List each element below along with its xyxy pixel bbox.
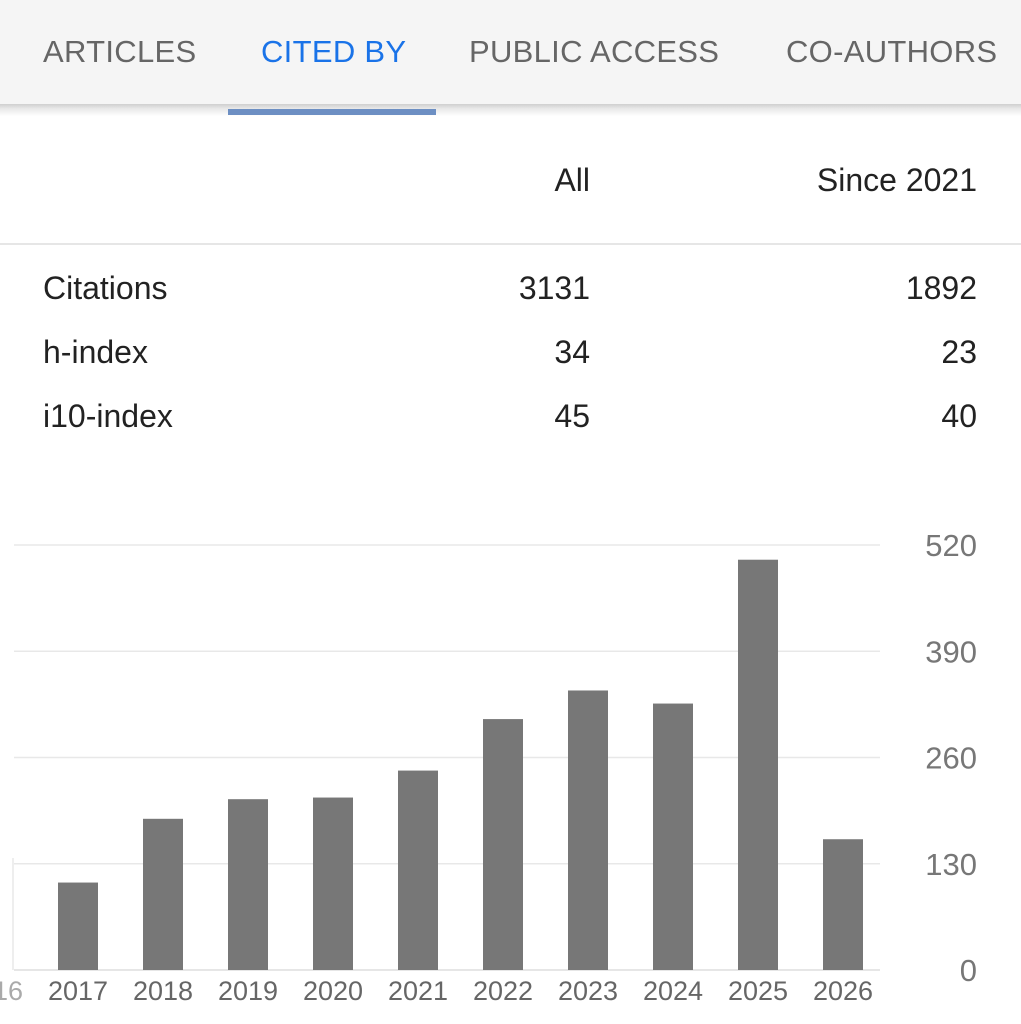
- row-value-all: 3131: [518, 270, 590, 306]
- x-tick-label-2026: 2026: [813, 976, 873, 1006]
- x-tick-label-2017: 2017: [48, 976, 108, 1006]
- y-tick-label: 130: [925, 847, 977, 882]
- row-value-since: 23: [941, 334, 977, 370]
- tab-articles[interactable]: ARTICLES: [43, 34, 197, 69]
- row-label: Citations: [43, 270, 168, 306]
- x-tick-label-2025: 2025: [728, 976, 788, 1006]
- y-tick-label: 0: [960, 953, 977, 988]
- x-tick-label-2022: 2022: [473, 976, 533, 1006]
- x-tick-label-2020: 2020: [303, 976, 363, 1006]
- bar-2023: [568, 690, 608, 970]
- bar-2018: [143, 818, 183, 970]
- active-tab-indicator: [228, 109, 436, 115]
- tab-co-authors[interactable]: CO-AUTHORS: [786, 34, 998, 69]
- row-value-since: 40: [941, 398, 977, 434]
- x-tick-label-2019: 2019: [218, 976, 278, 1006]
- row-value-since: 1892: [905, 270, 977, 306]
- row-value-all: 45: [554, 398, 590, 434]
- tab-bar: [0, 0, 1021, 106]
- table-divider: [0, 243, 1021, 245]
- bar-2019: [228, 799, 268, 970]
- x-tick-label-2024: 2024: [643, 976, 703, 1006]
- column-header-all: All: [554, 162, 590, 198]
- bar-2024: [653, 703, 693, 970]
- y-tick-label: 390: [925, 634, 977, 669]
- tab-public-access[interactable]: PUBLIC ACCESS: [469, 34, 720, 69]
- row-label: h-index: [43, 334, 148, 370]
- bar-2025: [738, 559, 778, 970]
- tab-cited-by[interactable]: CITED BY: [261, 34, 407, 69]
- row-value-all: 34: [554, 334, 590, 370]
- bar-2020: [313, 797, 353, 970]
- row-label: i10-index: [43, 398, 173, 434]
- y-tick-label: 520: [925, 528, 977, 563]
- x-tick-label-2021: 2021: [388, 976, 448, 1006]
- x-tick-label-2018: 2018: [133, 976, 193, 1006]
- bar-2022: [483, 719, 523, 970]
- bar-2026: [823, 839, 863, 970]
- column-header-since: Since 2021: [816, 162, 977, 198]
- y-tick-label: 260: [925, 741, 977, 776]
- x-tick-label-2023: 2023: [558, 976, 618, 1006]
- bar-2017: [58, 882, 98, 970]
- bar-2021: [398, 770, 438, 970]
